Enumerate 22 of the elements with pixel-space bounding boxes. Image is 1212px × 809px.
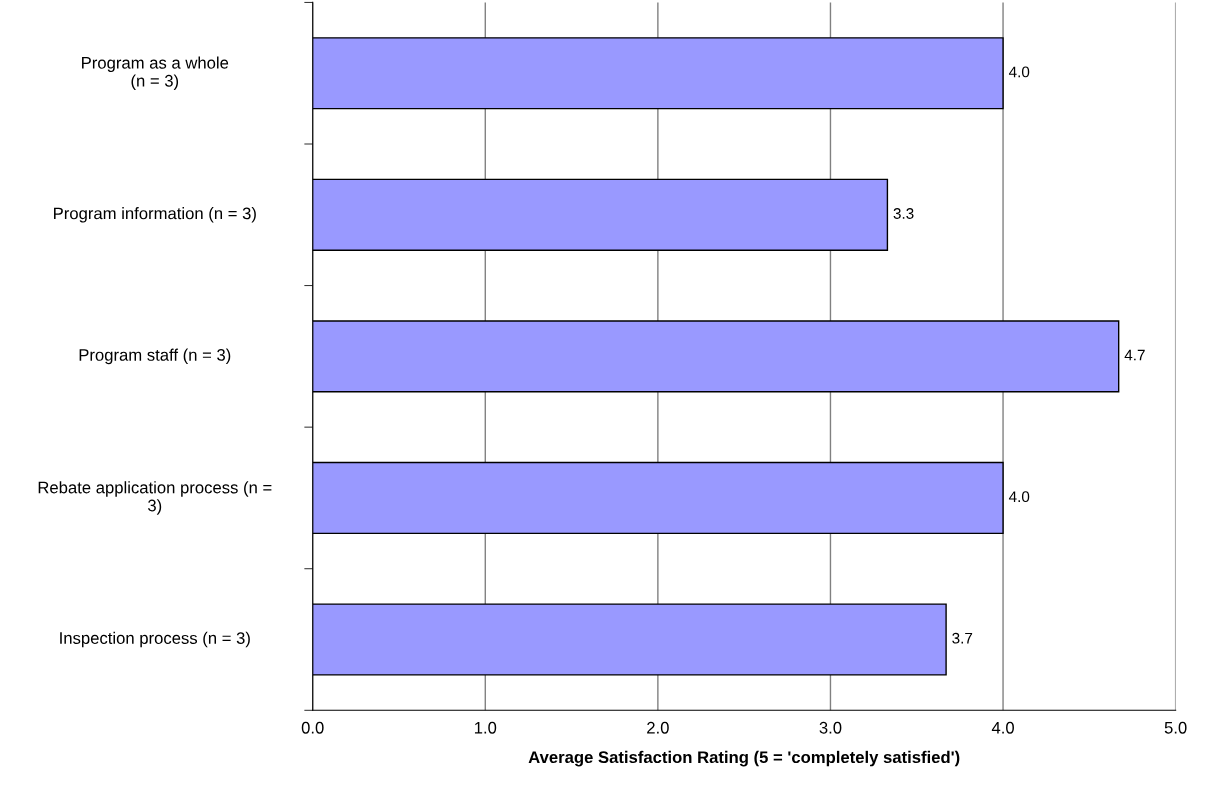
y-tick-label: Program as a whole (n = 3) [82, 56, 229, 90]
data-label: 3.3 [893, 208, 914, 219]
y-tick-label: Program information (n = 3) [54, 207, 256, 223]
y-tick-label: Rebate application process (n = 3) [38, 481, 272, 515]
data-label: 4.7 [1124, 349, 1145, 361]
data-label: 4.0 [1008, 66, 1030, 78]
bar [312, 461, 1004, 535]
x-tick-label: 4.0 [991, 721, 1014, 734]
x-tick-label: 2.0 [647, 721, 669, 734]
x-tick-label: 0.0 [301, 721, 324, 734]
x-tick-label: 5.0 [1164, 721, 1187, 734]
bar [312, 37, 1004, 110]
data-label: 3.7 [952, 632, 973, 644]
data-label: 4.0 [1008, 491, 1030, 503]
x-tick-label: 1.0 [474, 721, 497, 734]
x-tick-label: 3.0 [819, 721, 842, 734]
bar [312, 178, 889, 251]
x-axis-title: Average Satisfaction Rating (5 = 'completely satisfied') [528, 750, 960, 767]
bar [312, 603, 947, 676]
y-tick-label: Inspection process (n = 3) [60, 631, 250, 648]
y-tick-label: Program staff (n = 3) [79, 348, 231, 365]
bar [312, 320, 1120, 393]
